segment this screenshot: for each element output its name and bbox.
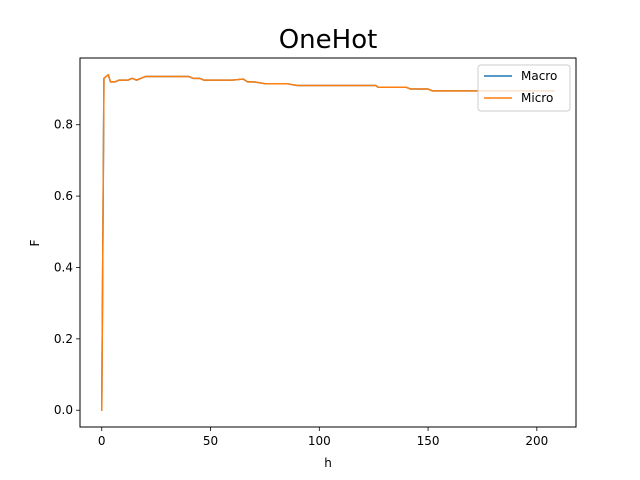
plot-area [100,74,555,411]
y-tick-label: 0.6 [54,189,73,203]
legend-label-micro: Micro [521,91,553,105]
y-axis-label: F [28,239,42,246]
x-tick-label: 150 [417,434,440,448]
y-axis: 0.0 0.2 0.4 0.6 0.8 [54,118,80,417]
plot-frame [79,57,577,428]
legend-label-macro: Macro [521,69,557,83]
x-tick-label: 50 [203,434,218,448]
x-tick-label: 200 [525,434,548,448]
y-tick-label: 0.0 [54,403,73,417]
x-tick-label: 100 [308,434,331,448]
chart-title: OneHot [279,25,378,55]
legend: Macro Micro [477,64,571,112]
y-tick-label: 0.2 [54,332,73,346]
x-tick-label: 0 [98,434,106,448]
x-axis: 0 50 100 150 200 [98,427,548,448]
x-axis-label: h [324,456,332,470]
y-tick-label: 0.4 [54,260,73,274]
y-tick-label: 0.8 [54,118,73,132]
series-line-micro [100,74,555,411]
